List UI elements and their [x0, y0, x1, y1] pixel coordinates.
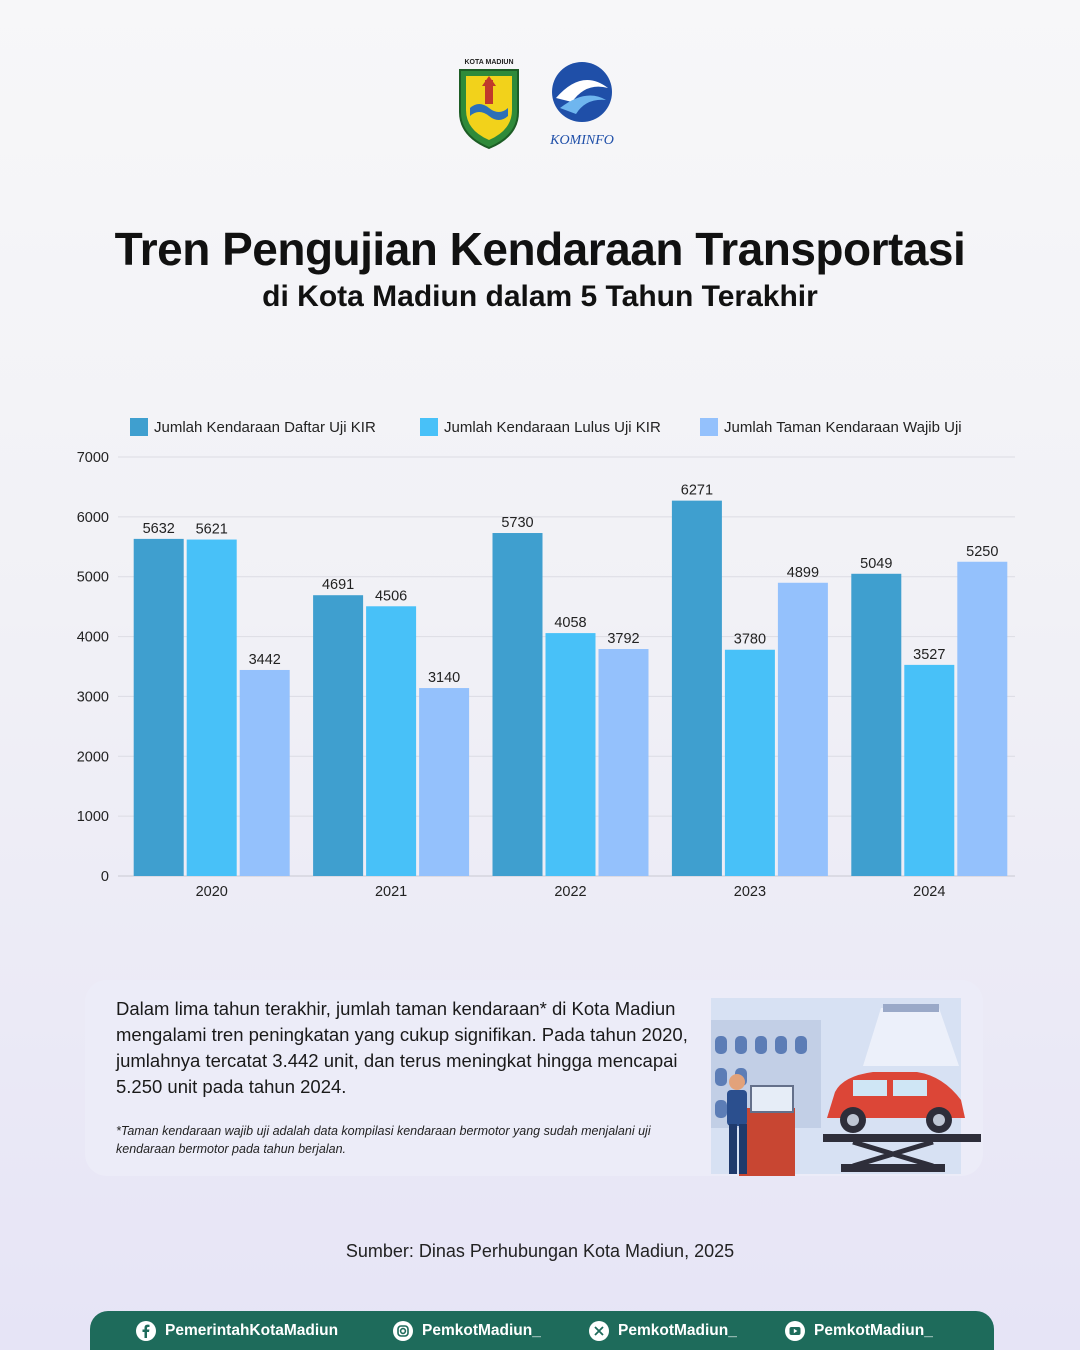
x-tick-label: 2024	[913, 884, 945, 900]
footer-bar: PemerintahKotaMadiun PemkotMadiun_ Pemko…	[90, 1311, 994, 1350]
social-instagram[interactable]: PemkotMadiun_	[393, 1321, 541, 1341]
bar-2021-series-3	[419, 688, 470, 876]
data-label: 4058	[554, 615, 586, 631]
data-label: 5250	[966, 544, 998, 560]
x-tick-label: 2023	[734, 884, 766, 900]
page-subtitle: di Kota Madiun dalam 5 Tahun Terakhir	[262, 280, 818, 313]
data-label: 5730	[501, 515, 533, 531]
bar-2020-series-2	[186, 539, 237, 876]
social-label-x: PemkotMadiun_	[618, 1322, 737, 1339]
source-text: Sumber: Dinas Perhubungan Kota Madiun, 2…	[345, 1241, 735, 1261]
legend-label-lulus: Jumlah Kendaraan Lulus Uji KIR	[444, 418, 661, 436]
data-label: 3780	[734, 632, 766, 648]
data-label: 3527	[913, 647, 945, 663]
data-label: 4691	[322, 577, 354, 593]
social-label-instagram: PemkotMadiun_	[422, 1322, 541, 1339]
social-facebook[interactable]: PemerintahKotaMadiun	[136, 1321, 338, 1341]
bar-2022-series-2	[545, 633, 596, 876]
svg-text:KOMINFO: KOMINFO	[549, 133, 614, 148]
bar-2020-series-3	[239, 669, 290, 876]
bar-2021-series-2	[366, 606, 417, 876]
youtube-icon	[785, 1321, 805, 1341]
x-tick-label: 2021	[375, 884, 407, 900]
y-tick-label: 0	[101, 869, 109, 885]
bar-2023-series-3	[777, 582, 828, 876]
bar-chart: 0 1000 2000 3000 4000 5000 6000 7000 5632 5621 344…	[77, 450, 1015, 900]
social-label-facebook: PemerintahKotaMadiun	[165, 1322, 339, 1339]
data-label: 5632	[143, 521, 175, 537]
y-tick-label: 4000	[77, 630, 109, 646]
y-tick-label: 7000	[77, 450, 109, 466]
bar-2021-series-1	[313, 595, 364, 876]
legend-swatch-taman	[700, 418, 718, 436]
legend-label-daftar: Jumlah Kendaraan Daftar Uji KIR	[154, 418, 376, 436]
kota-madiun-crest-icon: KOTA MADIUN	[459, 59, 519, 150]
legend-item-daftar: Jumlah Kendaraan Daftar Uji KIR	[130, 418, 376, 436]
data-label: 3442	[249, 652, 281, 668]
info-footnote: *Taman kendaraan wajib uji adalah data k…	[116, 1124, 651, 1156]
data-label: 6271	[681, 483, 713, 499]
y-tick-label: 5000	[77, 570, 109, 586]
y-tick-label: 1000	[77, 809, 109, 825]
facebook-icon	[136, 1321, 156, 1341]
info-card: Dalam lima tahun terakhir, jumlah taman …	[85, 980, 983, 1176]
data-label: 3140	[428, 670, 460, 686]
bar-2020-series-1	[133, 538, 184, 876]
kominfo-logo-icon: KOMINFO	[549, 62, 614, 148]
vehicle-inspection-illustration-icon	[711, 998, 981, 1176]
data-label: 4899	[787, 565, 819, 581]
x-tick-label: 2020	[196, 884, 228, 900]
bar-2022-series-3	[598, 649, 649, 876]
logo-area: KOTA MADIUN KOMINFO	[0, 52, 1080, 152]
legend-item-lulus: Jumlah Kendaraan Lulus Uji KIR	[420, 418, 661, 436]
info-paragraph: Dalam lima tahun terakhir, jumlah taman …	[116, 998, 688, 1097]
y-tick-label: 3000	[77, 689, 109, 705]
instagram-icon	[393, 1321, 413, 1341]
page-title: Tren Pengujian Kendaraan Transportasi	[114, 223, 966, 275]
legend-label-taman: Jumlah Taman Kendaraan Wajib Uji	[724, 418, 962, 436]
social-x[interactable]: PemkotMadiun_	[589, 1321, 737, 1341]
social-label-youtube: PemkotMadiun_	[814, 1322, 933, 1339]
legend-item-taman: Jumlah Taman Kendaraan Wajib Uji	[700, 418, 962, 436]
bar-2023-series-2	[724, 649, 775, 876]
svg-text:KOTA MADIUN: KOTA MADIUN	[465, 59, 514, 66]
legend-swatch-lulus	[420, 418, 438, 436]
bar-2022-series-1	[492, 533, 543, 876]
legend-swatch-daftar	[130, 418, 148, 436]
data-label: 5049	[860, 556, 892, 572]
chart-legend: Jumlah Kendaraan Daftar Uji KIR Jumlah K…	[130, 418, 1030, 442]
data-label: 5621	[196, 522, 228, 538]
x-tick-label: 2022	[554, 884, 586, 900]
bar-2024-series-2	[904, 664, 955, 876]
data-label: 3792	[607, 631, 639, 647]
bar-2023-series-1	[671, 500, 722, 876]
bar-2024-series-1	[851, 573, 902, 876]
bar-2024-series-3	[957, 561, 1008, 876]
x-icon	[589, 1321, 609, 1341]
y-tick-label: 6000	[77, 510, 109, 526]
data-label: 4506	[375, 588, 407, 604]
social-youtube[interactable]: PemkotMadiun_	[785, 1321, 933, 1341]
y-tick-label: 2000	[77, 749, 109, 765]
